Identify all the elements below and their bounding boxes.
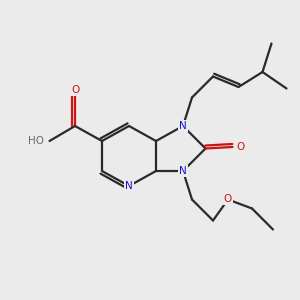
Text: O: O <box>237 142 245 152</box>
Text: O: O <box>71 85 79 95</box>
Text: N: N <box>179 121 187 131</box>
Text: N: N <box>125 181 133 191</box>
Text: N: N <box>179 166 187 176</box>
Text: O: O <box>224 194 232 205</box>
Text: HO: HO <box>28 136 44 146</box>
